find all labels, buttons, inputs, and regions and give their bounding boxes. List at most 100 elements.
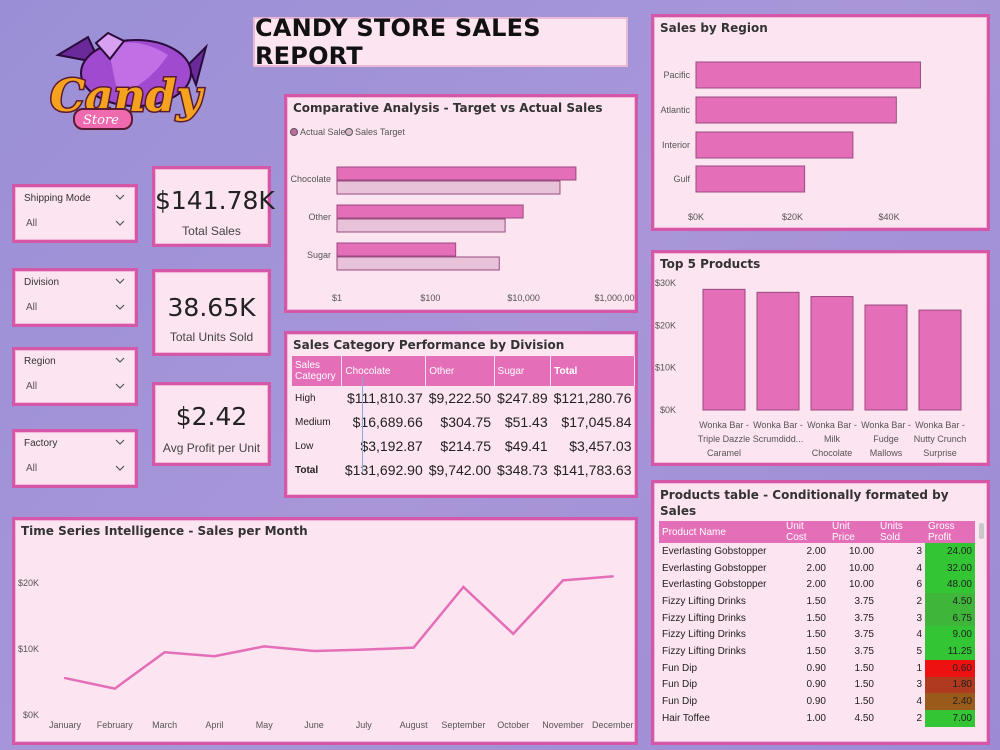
- kpi-value: 38.65K: [167, 293, 256, 322]
- region-bar: [695, 165, 806, 193]
- slicer-label: Region: [24, 356, 56, 367]
- x-tick-label: September: [441, 720, 485, 730]
- table-row: Fizzy Lifting Drinks 1.50 3.75 2 4.50: [659, 593, 975, 610]
- card-title: Sales by Region: [660, 21, 768, 35]
- table-cell: 1.50: [806, 629, 826, 641]
- table-cell: $17,045.84: [561, 414, 632, 430]
- table-cell: Everlasting Gobstopper: [662, 545, 767, 557]
- x-tick-label: Chocolate: [812, 448, 853, 458]
- kpi-value: $2.42: [175, 402, 248, 431]
- chevron-down-icon[interactable]: [115, 193, 125, 203]
- chevron-down-icon[interactable]: [115, 219, 125, 229]
- kpi-label: Total Units Sold: [169, 330, 254, 344]
- slicer-division[interactable]: Division All: [12, 268, 138, 327]
- table-cell: $9,742.00: [428, 462, 492, 478]
- chevron-down-icon[interactable]: [115, 356, 125, 366]
- region-bar: [695, 131, 854, 159]
- table-cell: 10.00: [848, 562, 874, 574]
- x-tick-label: Mallows: [870, 448, 903, 458]
- table-cell: $111,810.37: [346, 390, 423, 406]
- x-tick-label: July: [356, 720, 373, 730]
- chevron-down-icon[interactable]: [115, 464, 125, 474]
- table-cell: 3.75: [854, 612, 874, 624]
- actual-sales-bar: [336, 204, 524, 219]
- table-cell: 1.50: [854, 679, 874, 691]
- x-tick-label: Triple Dazzle: [698, 434, 750, 444]
- y-tick-label: $30K: [655, 278, 676, 288]
- table-cell: 0.90: [806, 679, 826, 691]
- products-table: Product Name Unit Cost Unit Price Units …: [659, 521, 975, 727]
- x-tick-label: Fudge: [873, 434, 899, 444]
- comparative-chart: Actual Sales Sales Target Chocolate Other…: [290, 127, 635, 303]
- card-title: Time Series Intelligence - Sales per Mon…: [21, 524, 308, 538]
- slicer-shipping-mode[interactable]: Shipping Mode All: [12, 184, 138, 243]
- table-cell: 1.00: [806, 712, 826, 724]
- sales-point: [362, 648, 365, 651]
- column-header[interactable]: Sugar: [494, 356, 552, 386]
- legend-actual-label: Actual Sales: [300, 127, 351, 137]
- y-tick-label: $20K: [18, 578, 39, 588]
- table-cell: $131,692.90: [344, 462, 423, 478]
- table-cell: 1.50: [854, 696, 874, 708]
- table-cell: 3.75: [854, 595, 874, 607]
- slicer-label: Shipping Mode: [24, 193, 91, 204]
- chevron-down-icon[interactable]: [115, 303, 125, 313]
- table-cell: 4: [916, 562, 922, 574]
- table-cell: $247.89: [497, 390, 548, 406]
- table-row: Fizzy Lifting Drinks 1.50 3.75 3 6.75: [659, 609, 975, 627]
- column-header[interactable]: Product Name: [659, 521, 783, 543]
- card-title-line: Products table - Conditionally formated …: [660, 488, 949, 518]
- table-row: Hair Toffee 1.00 4.50 2 7.00: [659, 709, 975, 727]
- column-header[interactable]: Unit Price: [829, 521, 877, 543]
- x-tick-label: Milk: [824, 434, 840, 444]
- card-title: Comparative Analysis - Target vs Actual …: [293, 101, 603, 115]
- table-cell: $214.75: [440, 438, 492, 454]
- products-table-card: Products table - Conditionally formated …: [651, 480, 990, 745]
- table-cell: 2: [916, 595, 922, 607]
- column-header[interactable]: Total: [550, 356, 635, 386]
- category-label: Pacific: [663, 70, 690, 80]
- sales-target-bar: [336, 218, 506, 233]
- slicer-region[interactable]: Region All: [12, 347, 138, 406]
- slicer-value: All: [26, 463, 38, 474]
- chevron-down-icon[interactable]: [115, 438, 125, 448]
- column-header[interactable]: Unit Cost: [783, 521, 829, 543]
- column-header[interactable]: Other: [425, 356, 495, 386]
- category-label: Sugar: [307, 250, 331, 260]
- product-bar: [864, 304, 908, 411]
- category-label: Interior: [662, 140, 690, 150]
- kpi-total-sales: $141.78K Total Sales: [152, 166, 275, 247]
- chevron-down-icon[interactable]: [115, 277, 125, 287]
- column-header[interactable]: Units Sold: [877, 521, 925, 543]
- scrollbar[interactable]: [979, 523, 984, 539]
- x-tick-label: August: [400, 720, 429, 730]
- table-cell: 4.50: [854, 712, 874, 724]
- table-cell: Fun Dip: [662, 696, 698, 708]
- legend-target-swatch: [345, 128, 353, 136]
- legend-target-label: Sales Target: [355, 127, 405, 137]
- category-label: Atlantic: [660, 105, 690, 115]
- x-tick-label: $0K: [688, 212, 704, 222]
- candy-store-logo: Candy Store: [38, 25, 208, 143]
- chevron-down-icon[interactable]: [115, 382, 125, 392]
- table-cell: $9,222.50: [428, 390, 492, 406]
- actual-sales-bar: [336, 166, 577, 181]
- column-header[interactable]: Chocolate: [341, 356, 427, 386]
- sales-point: [213, 655, 216, 658]
- time-series-card: Time Series Intelligence - Sales per Mon…: [12, 517, 638, 745]
- column-header[interactable]: Gross Profit: [925, 521, 975, 543]
- column-header[interactable]: Sales Category: [292, 356, 343, 386]
- sales-point: [462, 585, 465, 589]
- table-cell: Low: [295, 440, 314, 452]
- category-label: Gulf: [673, 174, 690, 184]
- slicer-factory[interactable]: Factory All: [12, 429, 138, 488]
- actual-sales-bar: [336, 242, 457, 257]
- y-tick-label: $0K: [23, 710, 39, 720]
- x-tick-label: $1,000,000: [594, 293, 635, 303]
- page-title: CANDY STORE SALES REPORT: [253, 14, 628, 70]
- table-cell: 4: [916, 629, 922, 641]
- product-bar: [810, 296, 854, 411]
- table-cell: 9.00: [925, 626, 975, 644]
- table-cell: 24.00: [925, 543, 975, 560]
